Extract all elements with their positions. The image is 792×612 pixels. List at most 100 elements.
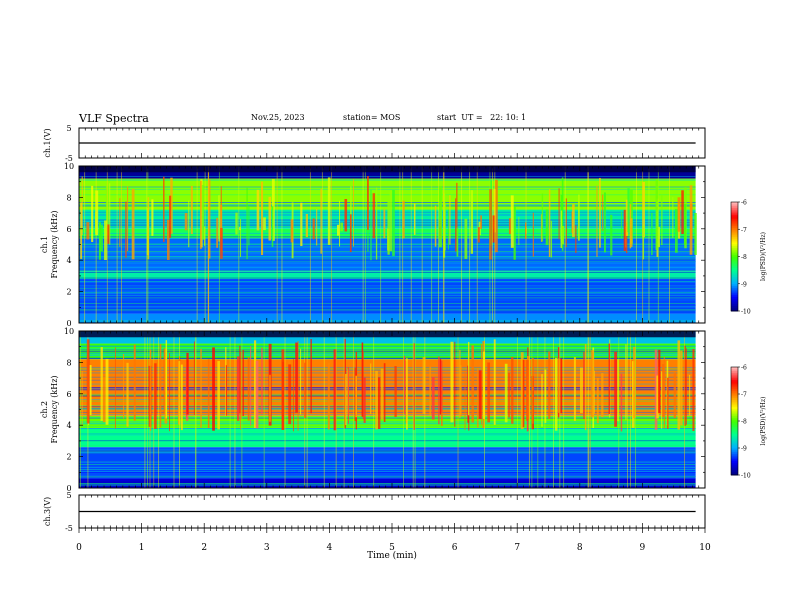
ch3-voltage-y-tick-label: 5	[66, 491, 71, 500]
ch1-colorbar-tick-label: -7	[741, 227, 747, 234]
ch2-texture-line	[79, 448, 696, 450]
ch2-colorbar-step	[731, 464, 738, 467]
ch2-colorbar-step	[731, 466, 738, 469]
ch2-y-tick-label: 8	[66, 358, 71, 367]
ch2-colorbar-step	[731, 449, 738, 453]
ch1-texture-line	[79, 262, 696, 264]
ch1-burst	[106, 224, 110, 244]
ch2-burst	[310, 339, 312, 414]
ch2-texture-line	[79, 345, 696, 347]
ch1-spike	[106, 166, 108, 323]
ch2-burst	[579, 367, 583, 414]
ch1-spike	[564, 166, 566, 323]
ch1-burst	[220, 227, 223, 259]
ch2-burst	[89, 365, 92, 416]
ch1-spike	[147, 166, 149, 323]
ch2-colorbar-step	[731, 467, 738, 471]
ch2-texture-line	[79, 348, 696, 350]
ch2-texture-line	[79, 444, 696, 446]
ch2-texture-line	[79, 372, 696, 374]
ch1-burst	[151, 199, 154, 236]
ch1-texture-line	[79, 310, 696, 311]
ch2-colorbar-step	[731, 439, 738, 442]
ch1-colorbar-step	[731, 241, 738, 245]
x-tick-label: 5	[389, 543, 395, 553]
ch1-texture-line	[79, 221, 696, 222]
ch1-colorbar-label: log(PSD)(V²/Hz)	[760, 232, 767, 281]
x-tick-label: 0	[76, 543, 82, 553]
ch2-texture-line	[79, 416, 696, 418]
ch1-burst	[216, 217, 218, 248]
ch1-texture-line	[79, 281, 696, 283]
ch1-texture-line	[79, 261, 696, 263]
ch2-colorbar-step	[731, 421, 738, 424]
ch1-texture-line	[79, 297, 696, 299]
ch2-burst	[369, 363, 372, 415]
ch2-texture-line	[79, 350, 696, 352]
ch2-texture-line	[79, 383, 696, 385]
ch2-burst	[680, 350, 683, 426]
ch2-colorbar-step	[731, 370, 738, 373]
ch1-burst	[208, 179, 211, 259]
ch1-texture-line	[79, 187, 696, 189]
ch1-texture-line	[79, 302, 696, 304]
ch1-burst	[456, 182, 458, 252]
ch1-texture-line	[79, 179, 696, 181]
ch2-top-strip	[79, 331, 696, 338]
ch2-burst	[584, 344, 587, 431]
ch2-band	[79, 428, 696, 448]
ch2-texture-line	[79, 470, 696, 472]
ch1-colorbar-step	[731, 231, 738, 234]
ch2-colorbar-step	[731, 442, 738, 445]
ch1-spike	[642, 166, 644, 323]
ch1-spike	[669, 166, 670, 323]
ch1-burst	[672, 197, 674, 238]
ch2-texture-line	[79, 351, 696, 353]
ch2-burst	[180, 364, 183, 431]
ch2-colorbar-step	[731, 433, 738, 436]
ch2-burst	[438, 356, 440, 425]
x-tick-label: 10	[699, 543, 711, 553]
ch2-burst	[347, 367, 349, 424]
ch1-burst	[560, 210, 563, 249]
ch2-colorbar-tick-label: -8	[741, 419, 747, 426]
ch2-burst	[686, 348, 687, 425]
x-tick-label: 6	[452, 543, 458, 553]
ch1-spike	[362, 166, 364, 323]
ch2-texture-line	[79, 387, 696, 388]
ch1-colorbar-step	[731, 254, 738, 257]
ch1-burst	[98, 222, 101, 260]
ch2-burst	[617, 359, 619, 422]
ch1-colorbar-step	[731, 223, 738, 227]
ch2-burst	[217, 361, 220, 430]
ch2-burst	[363, 377, 366, 423]
ch2-burst	[355, 375, 357, 418]
ch2-burst	[383, 363, 386, 423]
ch1-colorbar-step	[731, 249, 738, 252]
ch2-texture-line	[79, 425, 696, 427]
ch1-colorbar-tick-label: -10	[741, 309, 751, 316]
ch1-colorbar-step	[731, 220, 738, 223]
ch2-texture-line	[79, 450, 696, 452]
ch2-texture-line	[79, 479, 696, 481]
ch1-burst	[119, 198, 121, 247]
ch1-spike	[208, 166, 209, 323]
ch2-burst	[560, 358, 562, 414]
ch2-burst	[344, 338, 346, 429]
ch1-burst	[190, 185, 193, 235]
ch2-spike	[559, 331, 561, 488]
ch2-burst	[658, 349, 661, 414]
ch1-y-tick-label: 0	[66, 319, 71, 328]
ch2-burst	[667, 377, 669, 429]
ch2-spike	[517, 331, 518, 488]
ch1-colorbar-step	[731, 285, 738, 288]
ch1-burst	[456, 227, 459, 257]
ch1-colorbar-tick-label: -6	[741, 200, 747, 207]
ch2-y-tick-label: 4	[66, 421, 71, 430]
ch1-texture-line	[79, 252, 696, 254]
ch2-burst	[169, 352, 170, 432]
ch2-colorbar-label: log(PSD)(V²/Hz)	[760, 397, 767, 446]
ch2-texture-line	[79, 445, 696, 447]
ch1-texture-line	[79, 319, 696, 321]
ch1-spike	[635, 166, 637, 323]
